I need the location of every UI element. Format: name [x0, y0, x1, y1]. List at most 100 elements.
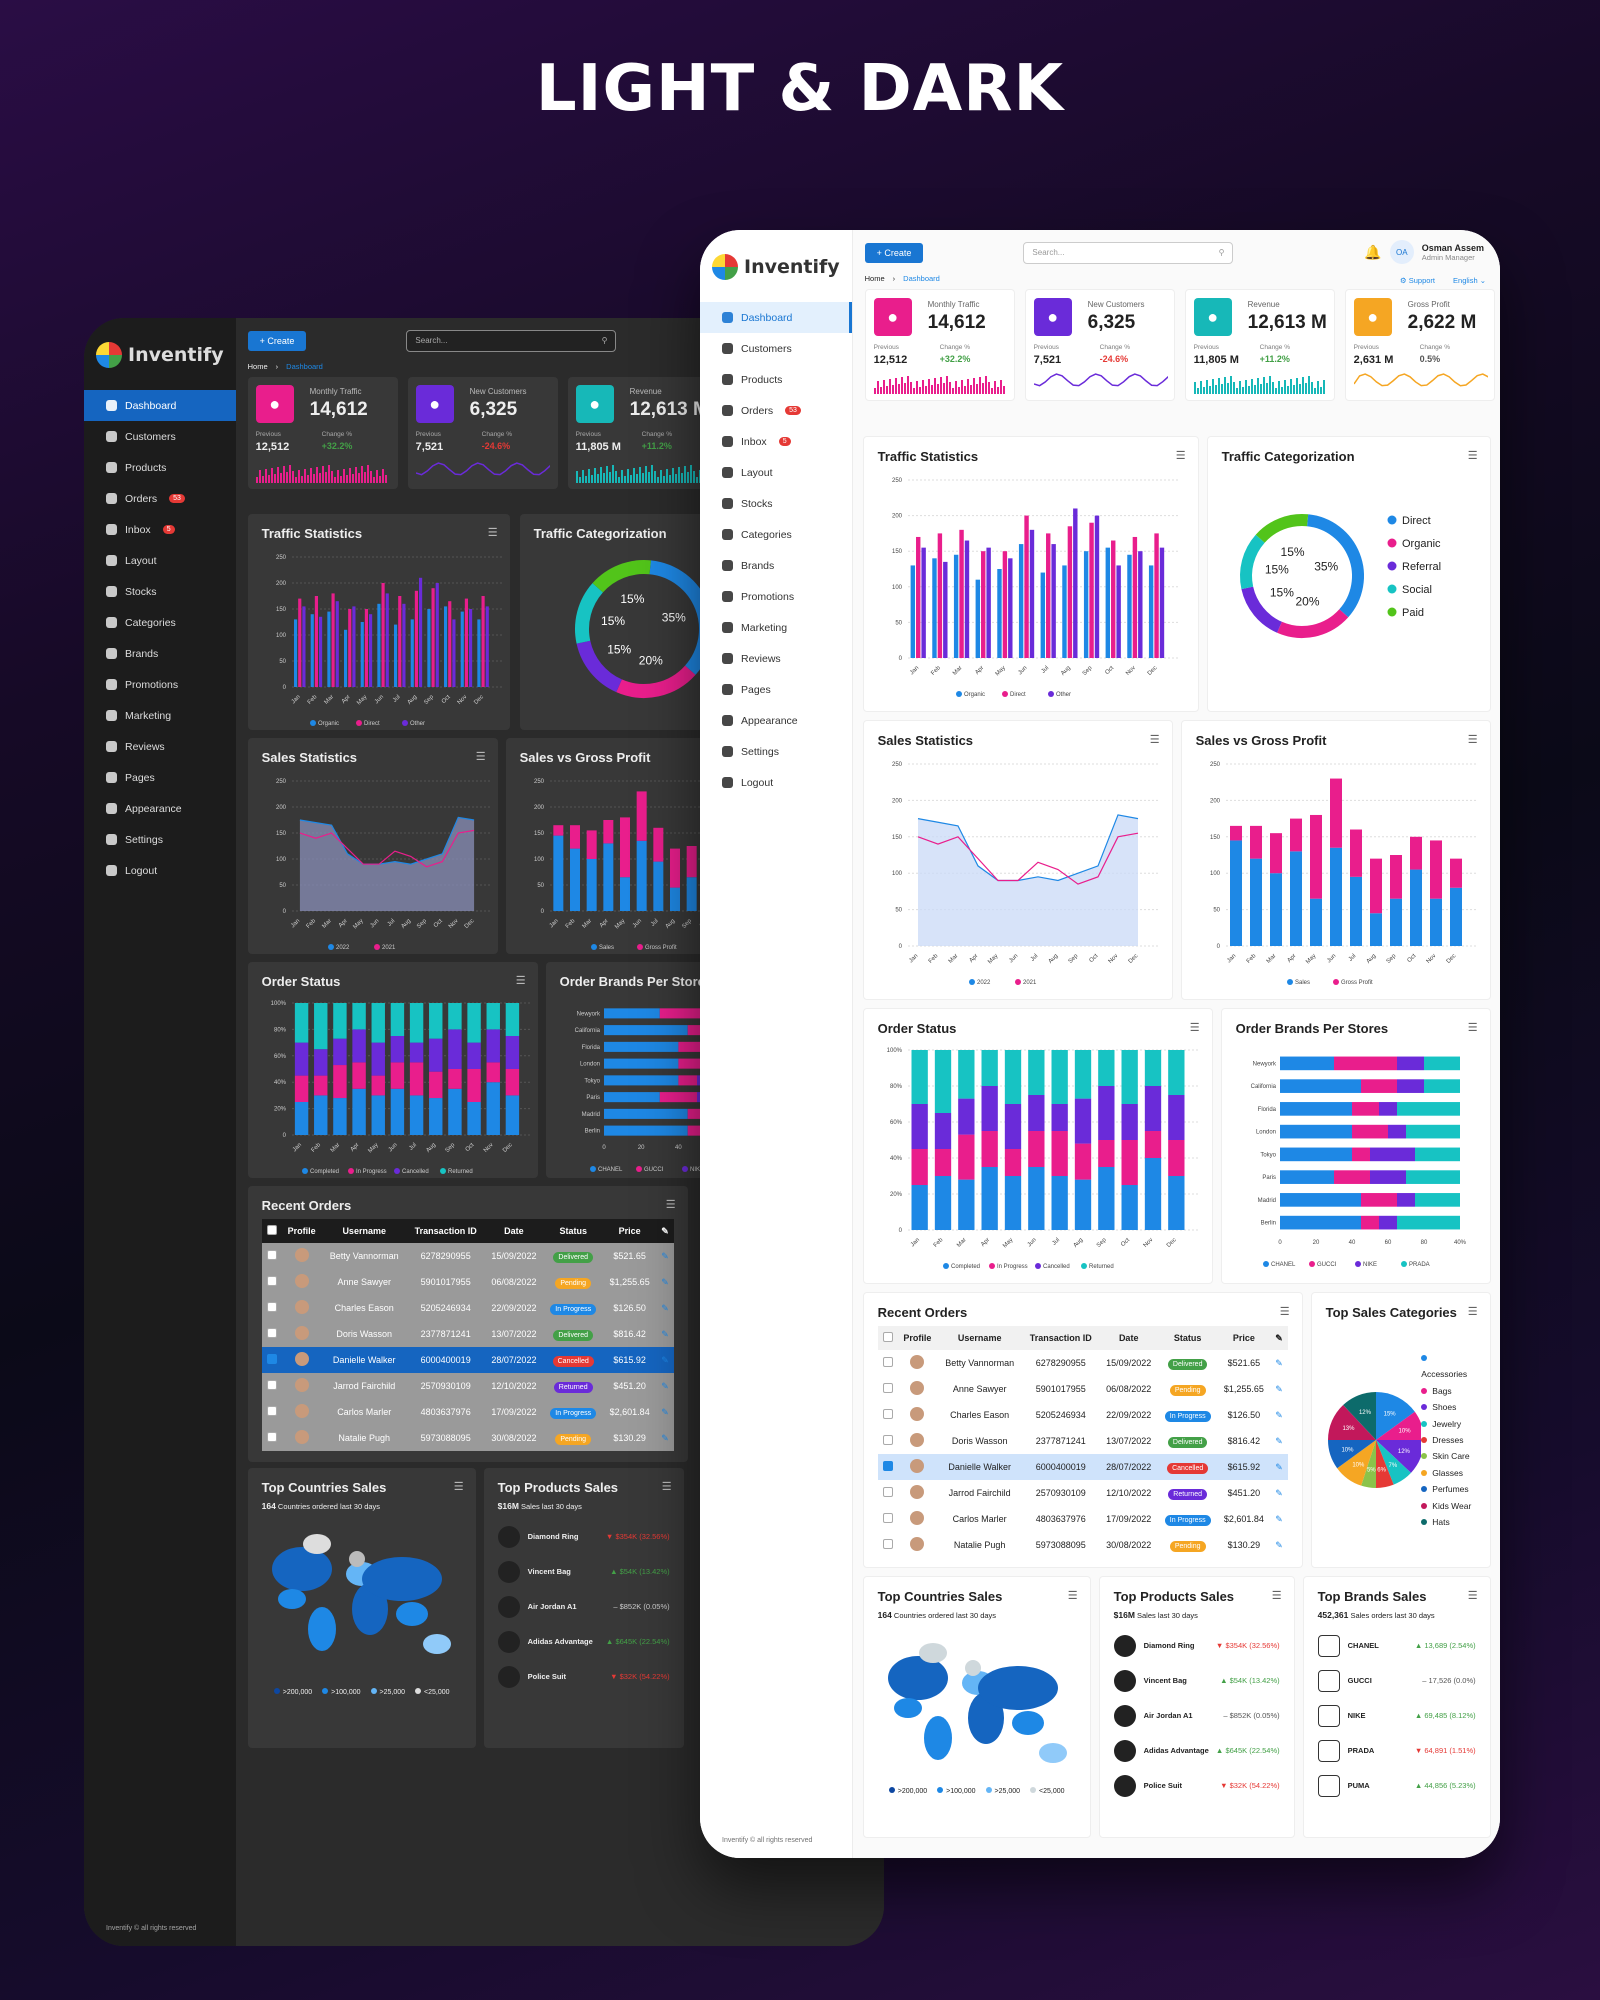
- table-row[interactable]: Natalie Pugh 5973088095 30/08/2022 Pending $…: [878, 1532, 1288, 1558]
- nav-item-categories[interactable]: Categories: [700, 519, 852, 550]
- avatar[interactable]: OA: [1389, 240, 1414, 264]
- nav-item-stocks[interactable]: Stocks: [700, 488, 852, 519]
- filter-icon[interactable]: ☰: [475, 751, 486, 763]
- filter-icon[interactable]: ☰: [1189, 1022, 1200, 1034]
- edit-icon[interactable]: ✎: [656, 1295, 674, 1321]
- column-header[interactable]: Date: [484, 1219, 544, 1243]
- edit-icon[interactable]: ✎: [656, 1269, 674, 1295]
- column-header[interactable]: Username: [321, 1219, 407, 1243]
- bell-icon[interactable]: 🔔: [1364, 243, 1382, 260]
- logo[interactable]: Inventify: [700, 254, 852, 302]
- nav-item-products[interactable]: Products: [700, 364, 852, 395]
- stat-card[interactable]: ● Revenue 12,613 M Previous 11,805 M Change %…: [567, 377, 718, 489]
- nav-item-customers[interactable]: Customers: [84, 421, 236, 452]
- list-item[interactable]: PRADA ▼ 64,891 (1.51%): [1317, 1733, 1476, 1768]
- edit-icon[interactable]: ✎: [656, 1219, 674, 1243]
- language-select[interactable]: English ⌄: [1453, 276, 1486, 285]
- edit-icon[interactable]: ✎: [1275, 1383, 1283, 1394]
- select-all[interactable]: [877, 1326, 898, 1350]
- list-item[interactable]: Air Jordan A1– $852K (0.05%): [1113, 1698, 1280, 1733]
- filter-icon[interactable]: ☰: [661, 1481, 672, 1493]
- checkbox[interactable]: [266, 1302, 277, 1312]
- list-item[interactable]: GUCCI – 17,526 (0.0%): [1317, 1663, 1476, 1698]
- edit-icon[interactable]: ✎: [656, 1243, 674, 1269]
- edit-icon[interactable]: ✎: [1275, 1539, 1283, 1550]
- nav-item-logout[interactable]: Logout: [84, 855, 236, 886]
- stat-card[interactable]: ● Revenue 12,613 M Previous 11,805 M Change %…: [1184, 289, 1335, 401]
- nav-item-stocks[interactable]: Stocks: [84, 576, 236, 607]
- filter-icon[interactable]: ☰: [1279, 1306, 1290, 1318]
- filter-icon[interactable]: ☰: [1467, 1590, 1478, 1602]
- table-row[interactable]: Danielle Walker 6000400019 28/07/2022 Cance…: [261, 1347, 674, 1373]
- nav-item-categories[interactable]: Categories: [84, 607, 236, 638]
- filter-icon[interactable]: ☰: [1067, 1590, 1078, 1602]
- nav-item-pages[interactable]: Pages: [700, 674, 852, 705]
- create-button[interactable]: + Create: [247, 331, 307, 351]
- stat-card[interactable]: ● New Customers 6,325 Previous 7,521 Change %…: [1024, 289, 1175, 401]
- select-all[interactable]: [261, 1219, 282, 1243]
- edit-icon[interactable]: ✎: [1275, 1487, 1283, 1498]
- list-item[interactable]: Diamond Ring ▼ $354K (32.56%): [1113, 1628, 1280, 1663]
- column-header[interactable]: Price: [1217, 1326, 1271, 1350]
- filter-icon[interactable]: ☰: [515, 975, 526, 987]
- user-menu[interactable]: 🔔 OA Osman Assem Admin Manager: [1364, 240, 1484, 264]
- checkbox[interactable]: [882, 1332, 893, 1342]
- nav-item-orders[interactable]: Orders 53: [84, 483, 236, 514]
- nav-item-marketing[interactable]: Marketing: [84, 700, 236, 731]
- list-item[interactable]: Vincent Bag ▲ $54K (13.42%): [1113, 1663, 1280, 1698]
- list-item[interactable]: Police Suit ▼ $32K (54.22%): [1113, 1768, 1280, 1803]
- nav-item-reviews[interactable]: Reviews: [700, 643, 852, 674]
- stat-card[interactable]: ● Gross Profit 2,622 M Previous 2,631 M Chang…: [1344, 289, 1495, 401]
- search-input[interactable]: Search... ⚲: [406, 330, 617, 352]
- nav-item-brands[interactable]: Brands: [84, 638, 236, 669]
- checkbox[interactable]: [266, 1354, 277, 1364]
- table-row[interactable]: Carlos Marler 4803637976 17/09/2022 In Prog…: [878, 1506, 1288, 1532]
- checkbox[interactable]: [266, 1225, 277, 1235]
- nav-item-brands[interactable]: Brands: [700, 550, 852, 581]
- checkbox[interactable]: [882, 1383, 893, 1393]
- filter-icon[interactable]: ☰: [1271, 1590, 1282, 1602]
- checkbox[interactable]: [882, 1487, 893, 1497]
- edit-icon[interactable]: ✎: [1270, 1454, 1288, 1480]
- nav-item-pages[interactable]: Pages: [84, 762, 236, 793]
- checkbox[interactable]: [266, 1328, 277, 1338]
- filter-icon[interactable]: ☰: [487, 527, 498, 539]
- checkbox[interactable]: [266, 1432, 277, 1442]
- nav-item-reviews[interactable]: Reviews: [84, 731, 236, 762]
- table-row[interactable]: Charles Eason 5205246934 22/09/2022 In Prog…: [878, 1402, 1288, 1428]
- logo[interactable]: Inventify: [84, 342, 236, 390]
- table-row[interactable]: Charles Eason 5205246934 22/09/2022 In Prog…: [261, 1295, 674, 1321]
- checkbox[interactable]: [882, 1409, 893, 1419]
- filter-icon[interactable]: ☰: [1467, 734, 1478, 746]
- nav-item-layout[interactable]: Layout: [84, 545, 236, 576]
- nav-item-products[interactable]: Products: [84, 452, 236, 483]
- nav-item-dashboard[interactable]: Dashboard: [700, 302, 852, 333]
- edit-icon[interactable]: ✎: [1275, 1435, 1283, 1446]
- checkbox[interactable]: [266, 1250, 277, 1260]
- table-row[interactable]: Betty Vannorman 6278290955 15/09/2022 Deliv…: [261, 1243, 674, 1269]
- list-item[interactable]: PUMA ▲ 44,856 (5.23%): [1317, 1768, 1476, 1803]
- filter-icon[interactable]: ☰: [1467, 1306, 1478, 1318]
- table-row[interactable]: Natalie Pugh 5973088095 30/08/2022 Pending $…: [261, 1425, 674, 1451]
- table-row[interactable]: Doris Wasson 2377871241 13/07/2022 Delivere…: [878, 1428, 1288, 1454]
- column-header[interactable]: Transaction ID: [1022, 1326, 1100, 1350]
- checkbox[interactable]: [266, 1276, 277, 1286]
- column-header[interactable]: Username: [937, 1326, 1023, 1350]
- nav-item-dashboard[interactable]: Dashboard: [84, 390, 236, 421]
- nav-item-orders[interactable]: Orders 53: [700, 395, 852, 426]
- table-row[interactable]: Anne Sawyer 5901017955 06/08/2022 Pending $1…: [261, 1269, 674, 1295]
- list-item[interactable]: Adidas Advantage ▲ $645K (22.54%): [1113, 1733, 1280, 1768]
- list-item[interactable]: CHANEL ▲ 13,689 (2.54%): [1317, 1628, 1476, 1663]
- checkbox[interactable]: [882, 1435, 893, 1445]
- filter-icon[interactable]: ☰: [1467, 450, 1478, 462]
- nav-item-appearance[interactable]: Appearance: [700, 705, 852, 736]
- table-row[interactable]: Anne Sawyer 5901017955 06/08/2022 Pending $1…: [878, 1376, 1288, 1402]
- table-row[interactable]: Danielle Walker 6000400019 28/07/2022 Cance…: [877, 1454, 1288, 1480]
- filter-icon[interactable]: ☰: [665, 1199, 676, 1211]
- nav-item-appearance[interactable]: Appearance: [84, 793, 236, 824]
- table-row[interactable]: Betty Vannorman 6278290955 15/09/2022 Deliv…: [878, 1350, 1288, 1376]
- checkbox[interactable]: [882, 1539, 893, 1549]
- edit-icon[interactable]: ✎: [656, 1347, 674, 1373]
- list-item[interactable]: Diamond Ring ▼ $354K (32.56%): [497, 1519, 670, 1554]
- column-header[interactable]: Date: [1099, 1326, 1158, 1350]
